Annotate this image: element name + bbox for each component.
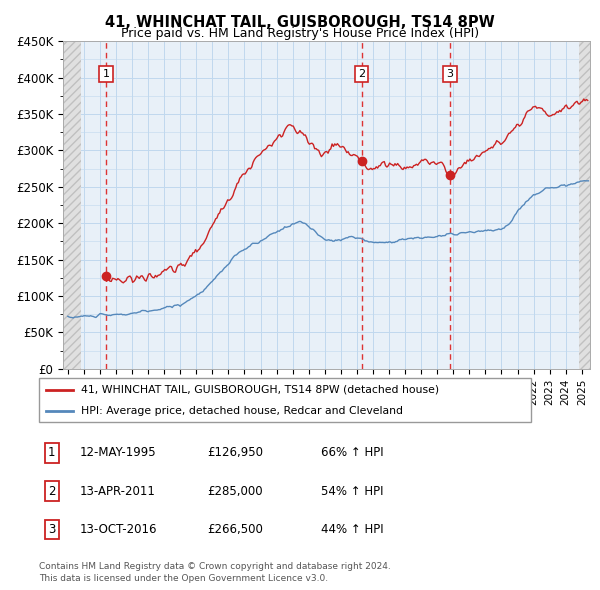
Text: 3: 3 (446, 69, 454, 79)
Text: 1: 1 (48, 446, 55, 460)
Text: 44% ↑ HPI: 44% ↑ HPI (321, 523, 383, 536)
Text: 41, WHINCHAT TAIL, GUISBOROUGH, TS14 8PW (detached house): 41, WHINCHAT TAIL, GUISBOROUGH, TS14 8PW… (81, 385, 439, 395)
Text: 13-APR-2011: 13-APR-2011 (80, 484, 155, 498)
Text: 2: 2 (48, 484, 55, 498)
Text: 41, WHINCHAT TAIL, GUISBOROUGH, TS14 8PW: 41, WHINCHAT TAIL, GUISBOROUGH, TS14 8PW (105, 15, 495, 30)
Text: 66% ↑ HPI: 66% ↑ HPI (321, 446, 383, 460)
Bar (580, 41, 590, 369)
Text: 2: 2 (358, 69, 365, 79)
FancyBboxPatch shape (39, 378, 531, 422)
Text: 3: 3 (48, 523, 55, 536)
Text: £126,950: £126,950 (207, 446, 263, 460)
Text: Price paid vs. HM Land Registry's House Price Index (HPI): Price paid vs. HM Land Registry's House … (121, 27, 479, 40)
Text: 12-MAY-1995: 12-MAY-1995 (80, 446, 157, 460)
Text: 54% ↑ HPI: 54% ↑ HPI (321, 484, 383, 498)
Text: 13-OCT-2016: 13-OCT-2016 (80, 523, 157, 536)
Text: HPI: Average price, detached house, Redcar and Cleveland: HPI: Average price, detached house, Redc… (81, 406, 403, 416)
Text: £285,000: £285,000 (207, 484, 263, 498)
Text: 1: 1 (103, 69, 109, 79)
Bar (63, 41, 82, 369)
Text: £266,500: £266,500 (207, 523, 263, 536)
Text: Contains HM Land Registry data © Crown copyright and database right 2024.
This d: Contains HM Land Registry data © Crown c… (39, 562, 391, 583)
